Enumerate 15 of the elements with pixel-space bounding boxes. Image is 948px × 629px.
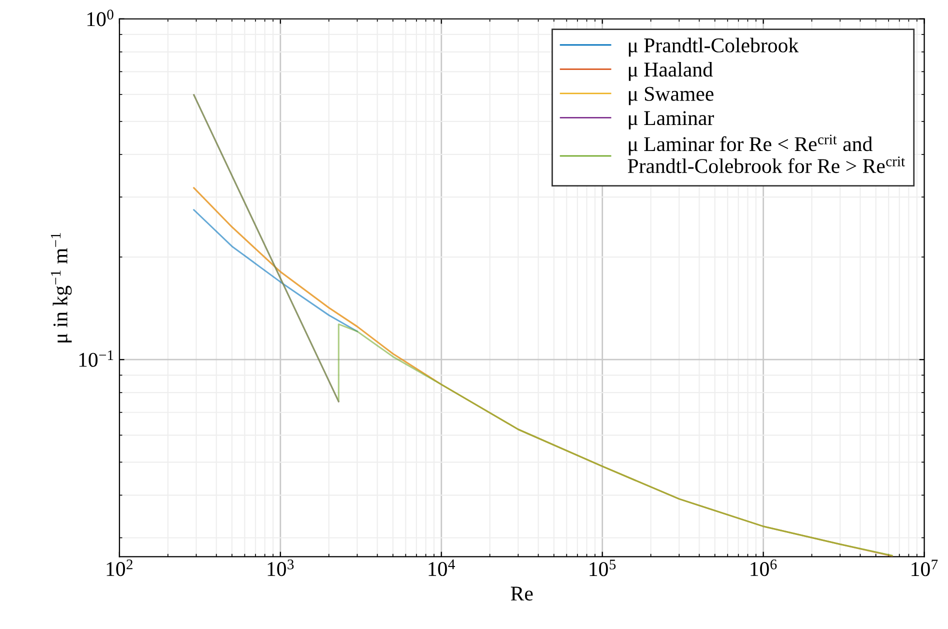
legend-label: μ Laminar for Re < Re$^{crit}$ and Prandtl-Colebrook for Re > Re$^{crit}$ xyxy=(628,134,905,174)
legend-label: μ Prandtl-Colebrook xyxy=(628,38,799,57)
legend-label: μ Swamee xyxy=(628,86,714,106)
y-axis-title: μ in kg$^{−1}$ m$^{−1}$ xyxy=(50,233,72,342)
legend-label: μ Laminar xyxy=(628,111,714,130)
x-tick-label: 10$^{7}$ xyxy=(912,560,938,576)
x-tick-label: 10$^{4}$ xyxy=(428,560,455,576)
x-axis-title: Re xyxy=(510,586,533,601)
x-tick-label: 10$^{2}$ xyxy=(106,560,132,576)
x-tick-label: 10$^{5}$ xyxy=(590,560,616,576)
legend-label: μ Haaland xyxy=(628,62,713,81)
x-tick-label: 10$^{3}$ xyxy=(268,560,294,576)
y-tick-label: 10$^{−1}$ xyxy=(79,350,114,367)
y-tick-label: 10$^{0}$ xyxy=(87,10,114,26)
x-tick-label: 10$^{6}$ xyxy=(750,560,777,576)
